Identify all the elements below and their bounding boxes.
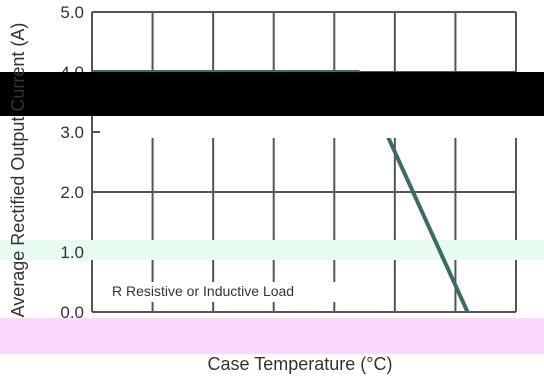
cutout-band <box>100 116 544 138</box>
annotation: R Resistive or Inductive Load <box>112 283 294 299</box>
redaction-bar <box>0 72 544 116</box>
overlay-layer <box>0 72 544 354</box>
y-axis-title: Average Rectified Output Current (A) <box>8 23 28 318</box>
highlight-bands <box>0 240 544 260</box>
y-tick-labels: 0.01.02.03.04.05.0 <box>60 3 84 322</box>
highlight-band-y1 <box>0 240 544 260</box>
y-tick-label: 0.0 <box>60 303 84 322</box>
y-tick-label: 1.0 <box>60 243 84 262</box>
x-axis-title: Case Temperature (°C) <box>208 354 393 374</box>
y-tick-label: 5.0 <box>60 3 84 22</box>
y-tick-label: 3.0 <box>60 123 84 142</box>
annotation-box <box>104 282 360 302</box>
x-label-band <box>0 318 544 354</box>
y-tick-label: 2.0 <box>60 183 84 202</box>
